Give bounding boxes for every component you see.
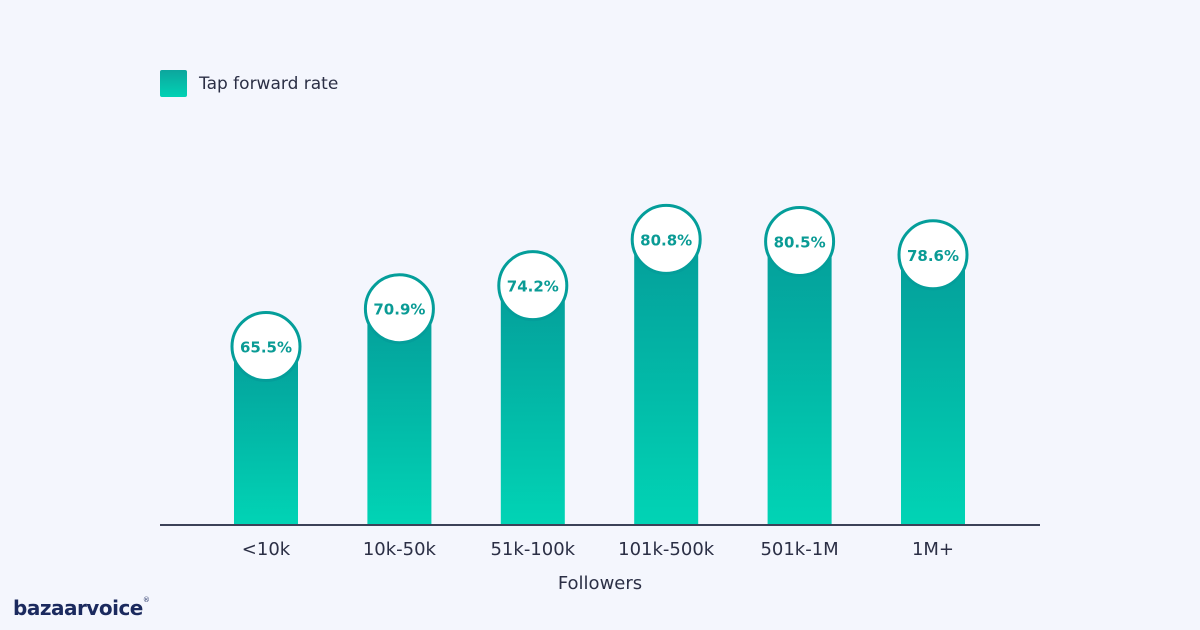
x-tick-label: <10k (242, 539, 291, 560)
brand-name: bazaarvoice (13, 596, 143, 620)
data-label-bubble (764, 206, 836, 277)
data-label-bubble (630, 203, 702, 275)
bar-4 (767, 241, 832, 525)
data-label: 65.5% (240, 339, 292, 357)
data-label: 74.2% (507, 278, 559, 296)
data-label-bubble (363, 273, 435, 345)
data-label: 78.6% (907, 247, 959, 265)
data-label: 70.9% (373, 301, 425, 319)
bar-1 (367, 308, 432, 525)
x-tick-label: 101k-500k (618, 539, 715, 560)
bar-3 (634, 239, 699, 525)
bar-2 (500, 285, 565, 525)
data-label: 80.5% (774, 234, 826, 252)
x-tick-label: 10k-50k (363, 539, 437, 560)
bazaarvoice-logo: bazaarvoice® (13, 596, 150, 620)
x-tick-label: 1M+ (912, 539, 954, 560)
x-tick-label: 51k-100k (490, 539, 575, 560)
legend: Tap forward rate (160, 70, 338, 97)
x-axis-title: Followers (558, 573, 642, 594)
data-label-bubble (230, 311, 302, 382)
bar-5 (901, 254, 965, 526)
legend-swatch (160, 70, 187, 97)
legend-label: Tap forward rate (199, 73, 339, 94)
data-label-bubble (897, 219, 969, 291)
data-label: 80.8% (640, 231, 692, 249)
x-tick-label: 501k-1M (760, 539, 838, 560)
data-label-bubble (497, 250, 569, 322)
